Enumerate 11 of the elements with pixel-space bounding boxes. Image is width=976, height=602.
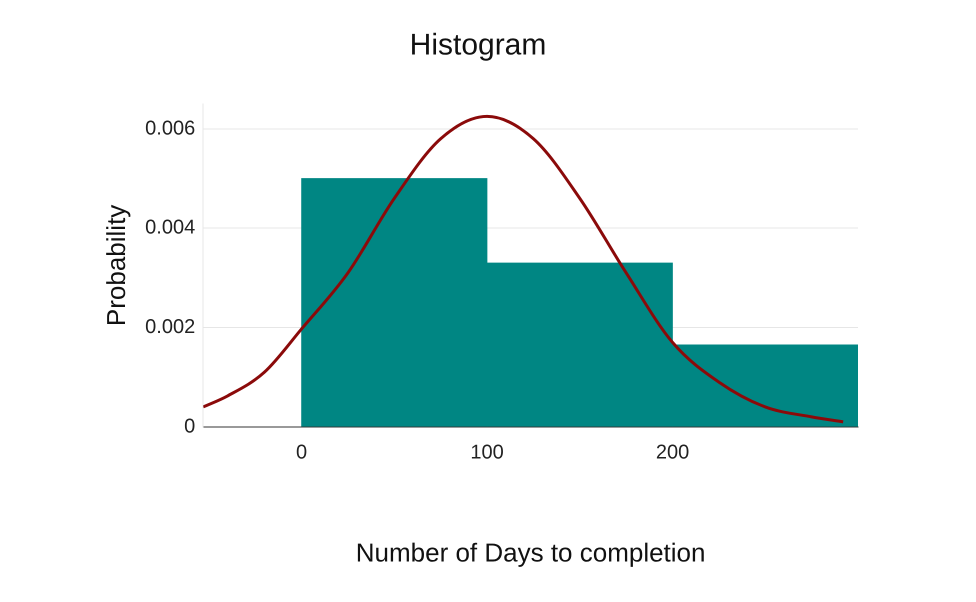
- x-tick-label: 100: [470, 441, 504, 464]
- line-series: [203, 114, 845, 424]
- x-tick-label: 200: [656, 441, 690, 464]
- y-axis-title: Probability: [100, 204, 131, 326]
- x-axis-title: Number of Days to completion: [356, 538, 706, 568]
- y-tick-label: 0.006: [145, 117, 196, 140]
- y-tick-label: 0.004: [145, 216, 196, 239]
- chart-title: Histogram: [410, 28, 546, 62]
- y-tick-label: 0: [184, 415, 196, 438]
- y-tick-label: 0.002: [145, 316, 196, 338]
- x-tick-label: 0: [296, 441, 308, 464]
